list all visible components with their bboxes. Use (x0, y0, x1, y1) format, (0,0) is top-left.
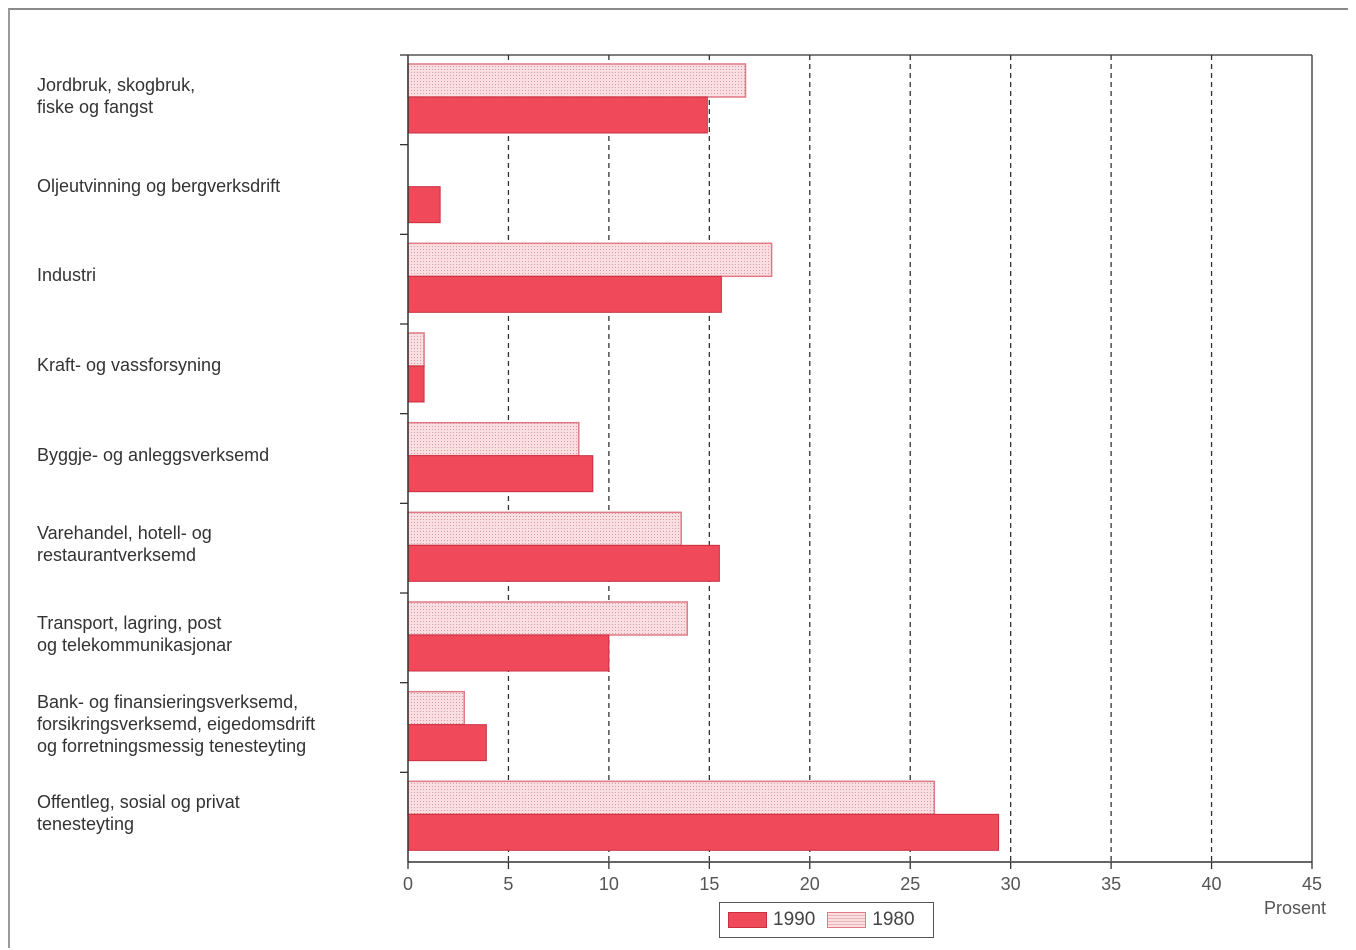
x-tick-label-0: 0 (403, 874, 413, 894)
bar-1990 (407, 634, 610, 672)
chart-frame (8, 8, 1348, 948)
x-tick-label-20: 20 (800, 874, 820, 894)
x-tick-label-35: 35 (1101, 874, 1121, 894)
bar-1990 (407, 365, 425, 403)
x-tick-label-40: 40 (1202, 874, 1222, 894)
bar-1990 (407, 544, 720, 582)
legend: 1990 1980 (719, 902, 934, 938)
bar-1980 (407, 242, 773, 278)
x-tick-label-15: 15 (699, 874, 719, 894)
bar-1980 (407, 780, 936, 816)
grid-lines (507, 55, 1213, 862)
bar-1980 (407, 690, 465, 726)
category-label: Transport, lagring, post og telekommunik… (37, 612, 233, 655)
legend-label-1980: 1980 (872, 909, 915, 930)
legend-label-1990: 1990 (773, 909, 816, 930)
bar-1990 (407, 96, 708, 134)
bar-1990 (407, 813, 1000, 851)
category-label: Varehandel, hotell- og restaurantverksem… (37, 523, 212, 566)
x-tick-label-25: 25 (900, 874, 920, 894)
category-label: Kraft- og vassforsyning (37, 354, 222, 375)
x-tick-label-45: 45 (1302, 874, 1322, 894)
category-label: Bank- og finansieringsverksemd, forsikri… (37, 691, 316, 756)
bar-1980 (407, 332, 425, 367)
bar-1990 (407, 186, 441, 224)
x-tick-label-5: 5 (503, 874, 513, 894)
x-axis-label: Prosent (1263, 898, 1326, 918)
bar-1980 (407, 511, 682, 547)
x-tick-label-10: 10 (599, 874, 619, 894)
category-label: Oljeutvinning og bergverksdrift (37, 175, 281, 196)
bar-1990 (407, 455, 594, 493)
bar-1980 (407, 421, 580, 457)
x-tick-label-30: 30 (1001, 874, 1021, 894)
category-label: Byggje- og anleggsverksemd (37, 444, 270, 465)
bar-1980 (407, 63, 747, 98)
category-label: Jordbruk, skogbruk, fiske og fangst (37, 74, 196, 117)
x-tick-labels: 0 5 10 15 20 25 30 35 40 45 (403, 874, 1322, 894)
bar-1980 (407, 601, 688, 636)
bars (407, 63, 1000, 851)
bar-1990 (407, 275, 722, 313)
legend-swatch-1980 (827, 912, 867, 928)
axes (400, 54, 1313, 869)
category-label: Industri (37, 265, 97, 286)
legend-swatch-1990 (728, 912, 767, 928)
bar-1990 (407, 724, 487, 762)
category-label: Offentleg, sosial og privat tenesteyting (37, 792, 240, 835)
